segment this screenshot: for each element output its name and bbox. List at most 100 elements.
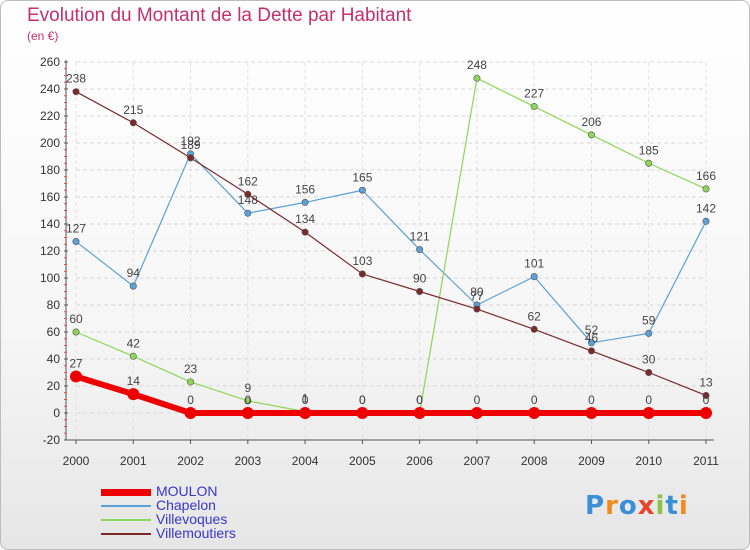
- data-point-moulon: [413, 407, 426, 419]
- chart-title: Evolution du Montant de la Dette par Hab…: [27, 5, 412, 26]
- data-label-moulon: 0: [474, 393, 481, 407]
- data-label-villemoutiers: 238: [66, 72, 86, 86]
- data-label-moulon: 0: [416, 393, 423, 407]
- data-point-villemoutiers: [473, 305, 481, 313]
- x-tick-label: 2006: [406, 454, 433, 468]
- y-tick-label: 200: [40, 136, 60, 150]
- x-tick-label: 2004: [292, 454, 319, 468]
- y-tick-label: 260: [40, 55, 60, 69]
- x-tick-label: 2009: [578, 454, 605, 468]
- y-tick-label: 80: [47, 298, 61, 312]
- data-point-chapelon: [645, 329, 653, 337]
- data-point-chapelon: [530, 273, 538, 281]
- x-tick-label: 2005: [349, 454, 376, 468]
- y-tick-label: 220: [40, 109, 60, 123]
- data-point-villemoutiers: [702, 391, 710, 399]
- data-point-chapelon: [129, 282, 137, 290]
- data-point-villemoutiers: [72, 88, 80, 96]
- data-label-chapelon: 59: [642, 313, 656, 327]
- data-point-villevoques: [645, 159, 653, 167]
- data-point-moulon: [700, 407, 712, 419]
- series-chapelon: 127 94 192 148 156 165 121 80 101 52 59 142: [66, 134, 716, 347]
- data-label-villevoques: 206: [581, 115, 601, 129]
- y-tick-label: 20: [47, 379, 61, 393]
- y-tick-label: 160: [40, 190, 60, 204]
- data-label-villemoutiers: 13: [699, 375, 713, 389]
- legend-swatch: [101, 505, 151, 507]
- legend-label: Chapelon: [156, 497, 216, 513]
- data-label-villevoques: 166: [696, 169, 716, 183]
- data-label-chapelon: 192: [181, 134, 201, 148]
- data-label-villemoutiers: 162: [238, 174, 258, 188]
- data-label-villevoques: 227: [524, 87, 544, 101]
- brand-letter: t: [665, 491, 679, 521]
- brand-letter: r: [605, 491, 619, 521]
- data-label-villevoques: 9: [244, 381, 251, 395]
- data-point-villevoques: [530, 103, 538, 111]
- x-tick-label: 2007: [464, 454, 491, 468]
- y-tick-label: 40: [47, 352, 61, 366]
- data-label-moulon: 0: [244, 393, 251, 407]
- y-tick-label: 180: [40, 163, 60, 177]
- data-label-moulon: 27: [69, 357, 83, 371]
- data-label-villemoutiers: 46: [585, 331, 599, 345]
- data-label-villemoutiers: 189: [181, 138, 201, 152]
- data-label-moulon: 0: [187, 393, 194, 407]
- series-moulon: 27 14 0 0 0 0 0 0 0 0 0 0: [69, 357, 712, 419]
- data-label-chapelon: 80: [470, 285, 484, 299]
- data-point-moulon: [184, 407, 197, 419]
- x-tick-label: 2008: [521, 454, 548, 468]
- data-point-villevoques: [72, 328, 80, 336]
- legend-swatch: [101, 533, 151, 535]
- data-label-chapelon: 156: [295, 182, 315, 196]
- y-tick-label: 0: [53, 406, 60, 420]
- data-point-moulon: [70, 370, 82, 383]
- data-label-chapelon: 127: [66, 222, 86, 236]
- y-tick-label: 240: [40, 82, 60, 96]
- series-line-moulon: [73, 373, 709, 416]
- data-label-moulon: 0: [703, 393, 710, 407]
- data-point-moulon: [356, 407, 369, 419]
- data-point-villemoutiers: [244, 190, 252, 198]
- data-label-chapelon: 94: [127, 266, 141, 280]
- x-tick-label: 2011: [693, 454, 719, 468]
- legend-label: Villevoques: [156, 511, 228, 527]
- data-label-villemoutiers: 215: [123, 103, 143, 117]
- legend-swatch: [101, 489, 151, 496]
- legend-swatch: [101, 519, 151, 521]
- data-point-moulon: [642, 407, 655, 419]
- data-label-moulon: 0: [359, 393, 366, 407]
- data-label-villemoutiers: 30: [642, 353, 656, 367]
- data-point-villemoutiers: [358, 270, 366, 278]
- data-point-chapelon: [587, 339, 595, 347]
- data-point-moulon: [299, 407, 312, 419]
- series-line-chapelon: [75, 153, 707, 344]
- data-label-villevoques: 248: [467, 58, 487, 72]
- data-point-villemoutiers: [416, 287, 424, 295]
- data-label-chapelon: 52: [585, 323, 599, 337]
- data-point-villemoutiers: [129, 119, 137, 127]
- data-label-chapelon: 165: [352, 170, 372, 184]
- x-tick-label: 2010: [635, 454, 662, 468]
- data-point-moulon: [127, 388, 140, 401]
- data-label-chapelon: 142: [696, 201, 716, 215]
- data-point-villemoutiers: [587, 347, 595, 355]
- brand-letter: i: [678, 491, 689, 521]
- data-point-villevoques: [473, 74, 481, 82]
- y-tick-label: -20: [43, 433, 61, 447]
- brand-letter: o: [618, 491, 638, 521]
- data-label-moulon: 0: [531, 393, 538, 407]
- data-label-villemoutiers: 90: [413, 272, 427, 286]
- data-label-villemoutiers: 77: [470, 289, 484, 303]
- y-tick-label: 120: [40, 244, 60, 258]
- brand-logo: Proxiti: [585, 491, 689, 521]
- data-label-villemoutiers: 134: [295, 212, 315, 226]
- data-label-chapelon: 101: [524, 257, 544, 271]
- data-label-villevoques: 0: [416, 393, 423, 407]
- data-point-chapelon: [416, 246, 424, 254]
- data-point-chapelon: [301, 198, 309, 206]
- data-point-villevoques: [587, 131, 595, 139]
